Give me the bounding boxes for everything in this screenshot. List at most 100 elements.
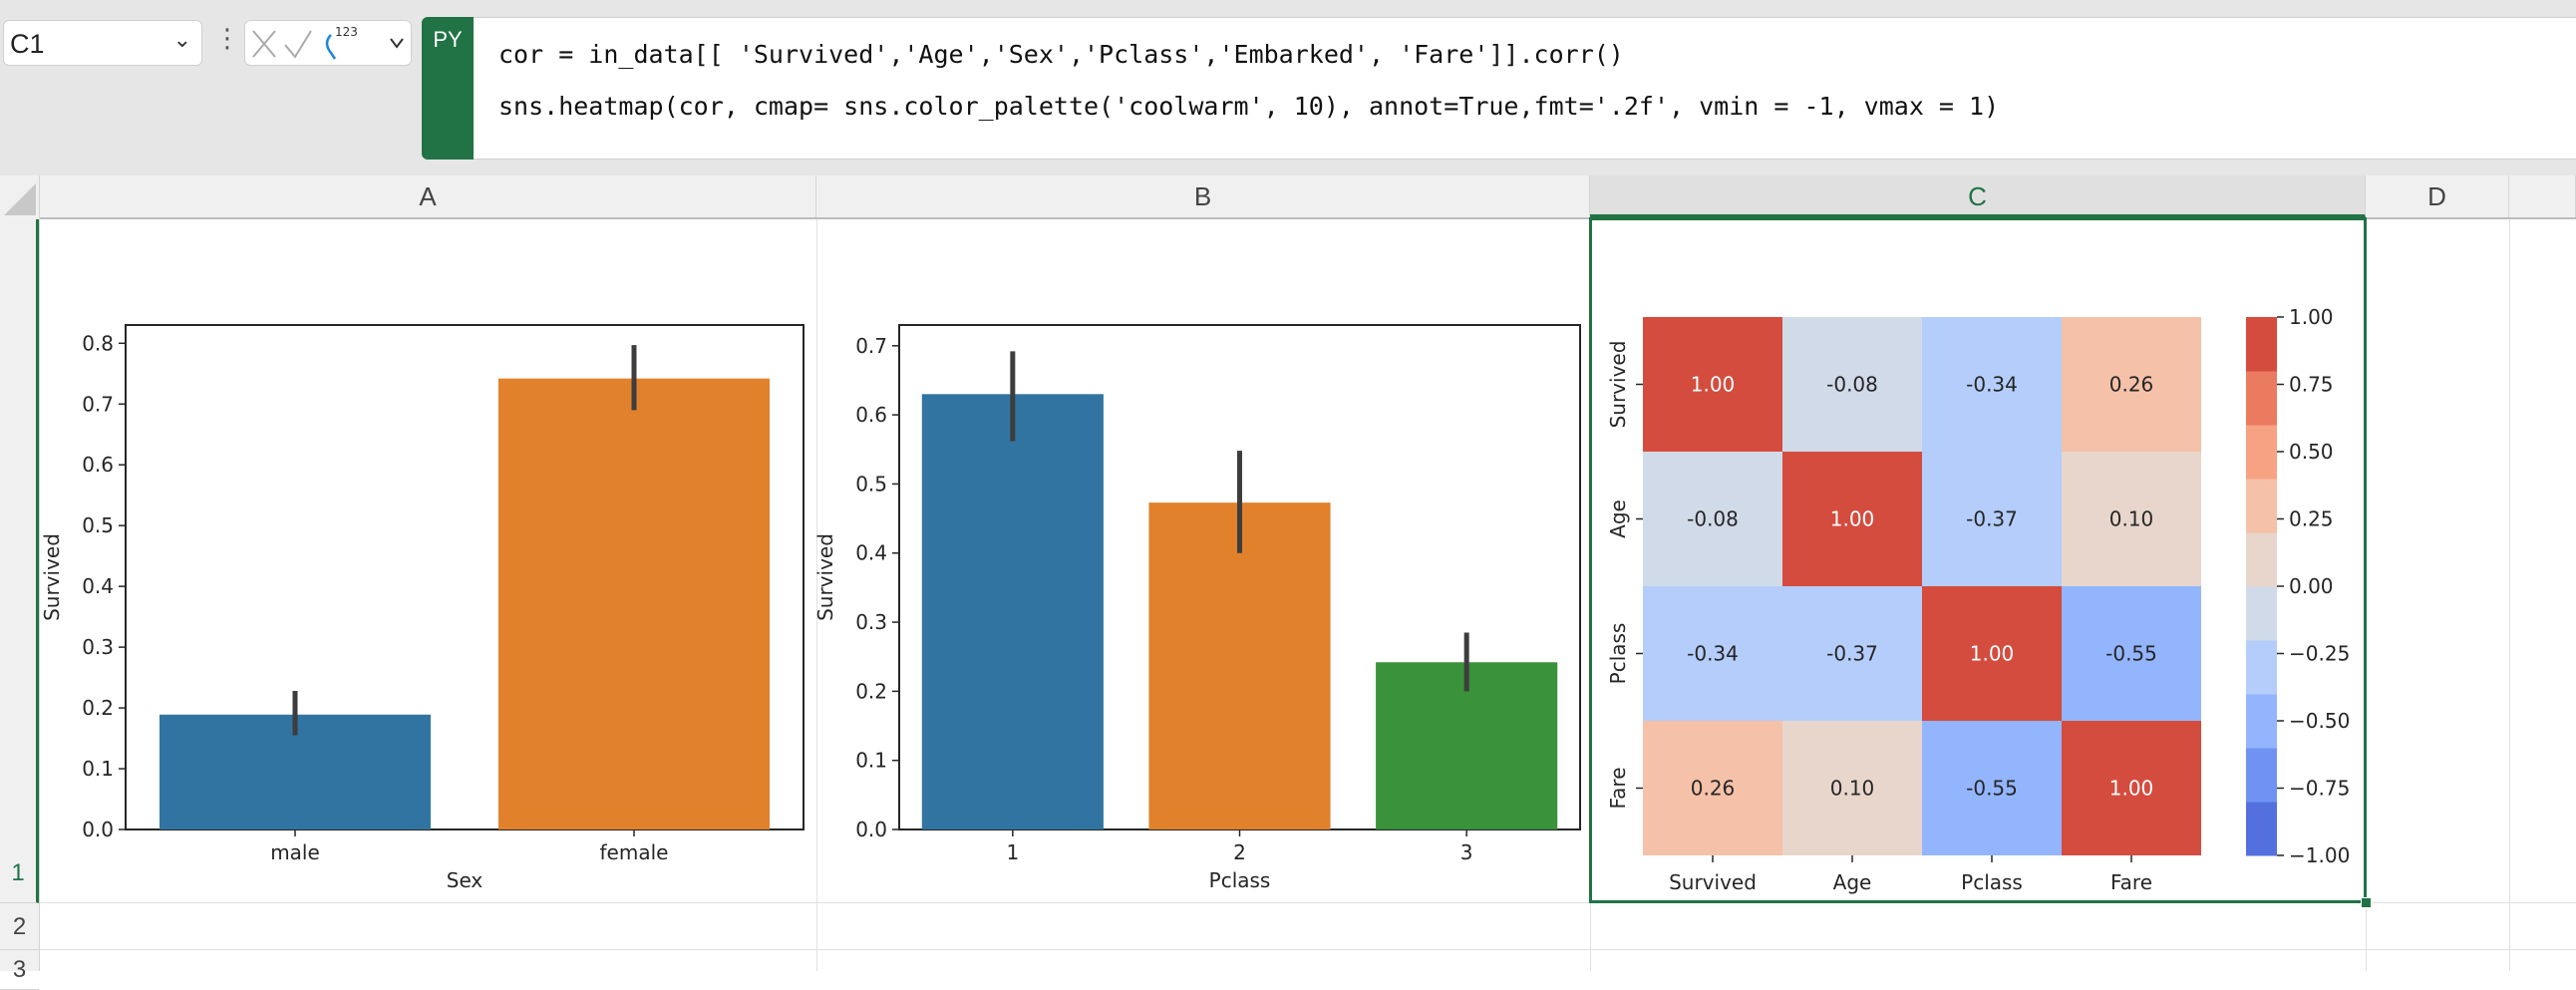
colorbar-segment bbox=[2246, 532, 2277, 587]
colorbar-tick-label: −0.50 bbox=[2289, 709, 2350, 733]
column-header-a[interactable]: A bbox=[40, 175, 816, 217]
cell-annotation: -0.08 bbox=[1687, 507, 1739, 531]
colorbar-segment bbox=[2246, 371, 2277, 426]
colorbar-segment bbox=[2246, 479, 2277, 533]
colorbar-segment bbox=[2246, 640, 2277, 695]
y-tick-label: 0.0 bbox=[82, 818, 114, 841]
y-tick-label: Age bbox=[1606, 499, 1630, 538]
heatmap-cell bbox=[2062, 721, 2201, 855]
colorbar-segment bbox=[2246, 694, 2277, 749]
row-headers: 1 2 3 bbox=[0, 219, 40, 990]
cell-annotation: -0.37 bbox=[1826, 642, 1878, 666]
python-output-icon[interactable]: 123 bbox=[325, 25, 358, 60]
cell-annotation: 1.00 bbox=[1970, 642, 2015, 666]
x-tick-label: Age bbox=[1833, 870, 1872, 894]
bar-1 bbox=[921, 394, 1104, 829]
gridline bbox=[40, 902, 2576, 903]
cell-annotation: 1.00 bbox=[2109, 777, 2154, 801]
heatmap-cell bbox=[2062, 586, 2201, 721]
colorbar-segment bbox=[2246, 317, 2277, 372]
cancel-icon[interactable] bbox=[252, 30, 276, 58]
y-tick-label: 0.6 bbox=[855, 403, 887, 427]
select-all-button[interactable] bbox=[0, 175, 40, 219]
python-badge[interactable]: PY bbox=[422, 17, 474, 160]
row-header-1[interactable]: 1 bbox=[0, 219, 39, 903]
heatmap-cell bbox=[1782, 452, 1922, 586]
colorbar-tick-label: 1.00 bbox=[2289, 305, 2334, 329]
column-header-c[interactable]: C bbox=[1590, 175, 2366, 217]
y-tick-label: 0.8 bbox=[82, 331, 114, 355]
colorbar-segment bbox=[2246, 748, 2277, 803]
heatmap-cell bbox=[1782, 586, 1922, 721]
heatmap-cell bbox=[1643, 452, 1782, 586]
x-axis-label: Pclass bbox=[1209, 868, 1271, 892]
y-tick-label: 0.2 bbox=[855, 679, 887, 703]
cell-annotation: -0.55 bbox=[1966, 777, 2018, 801]
x-tick-label: 1 bbox=[1006, 840, 1019, 864]
y-axis-label: Survived bbox=[813, 533, 837, 621]
x-tick-label: female bbox=[600, 840, 669, 864]
y-tick-label: 0.5 bbox=[855, 472, 887, 495]
y-tick-label: 0.5 bbox=[82, 513, 114, 537]
colorbar-tick-label: 0.00 bbox=[2289, 574, 2334, 598]
x-tick-label: Pclass bbox=[1961, 870, 2023, 894]
heatmap-cell bbox=[1922, 317, 2062, 452]
column-header-b[interactable]: B bbox=[816, 175, 1590, 217]
cell-annotation: 1.00 bbox=[1691, 373, 1736, 397]
code-line: cor = in_data[[ 'Survived','Age','Sex','… bbox=[498, 40, 1624, 69]
colorbar-segment bbox=[2246, 425, 2277, 480]
y-tick-label: 0.4 bbox=[82, 574, 114, 598]
cell-annotation: -0.08 bbox=[1826, 373, 1878, 397]
row-header-2[interactable]: 2 bbox=[0, 903, 39, 950]
y-tick-label: 0.6 bbox=[82, 453, 114, 477]
colorbar-tick-label: 0.25 bbox=[2289, 507, 2334, 531]
name-box[interactable]: C1 ⌄ bbox=[3, 20, 202, 66]
heatmap-cell bbox=[1782, 721, 1922, 855]
column-headers: A B C D bbox=[0, 175, 2576, 219]
x-tick-label: 3 bbox=[1460, 840, 1473, 864]
y-axis-label: Survived bbox=[40, 533, 64, 621]
colorbar-segment bbox=[2246, 802, 2277, 856]
heatmap-cell bbox=[1643, 721, 1782, 855]
y-tick-label: Fare bbox=[1606, 767, 1630, 809]
y-tick-label: 0.3 bbox=[855, 610, 887, 634]
heatmap-cell bbox=[1922, 452, 2062, 586]
more-options-icon[interactable]: ⋮ bbox=[214, 24, 240, 54]
y-tick-label: Survived bbox=[1606, 341, 1630, 429]
y-tick-label: 0.1 bbox=[82, 757, 114, 781]
code-line: sns.heatmap(cor, cmap= sns.color_palette… bbox=[498, 92, 2000, 121]
cell-annotation: 1.00 bbox=[1830, 507, 1875, 531]
heatmap-cell bbox=[1922, 586, 2062, 721]
y-tick-label: Pclass bbox=[1606, 623, 1630, 685]
cell-annotation: -0.55 bbox=[2105, 642, 2157, 666]
gridline bbox=[816, 219, 817, 971]
colorbar-tick-label: 0.75 bbox=[2289, 373, 2334, 397]
y-tick-label: 0.7 bbox=[82, 392, 114, 416]
x-tick-label: Fare bbox=[2110, 870, 2152, 894]
fill-handle[interactable] bbox=[2361, 897, 2372, 908]
cell-annotation: -0.34 bbox=[1687, 642, 1739, 666]
column-header-d[interactable]: D bbox=[2366, 175, 2509, 217]
colorbar-tick-label: −0.75 bbox=[2289, 777, 2350, 801]
selected-cell-c1[interactable] bbox=[1589, 217, 2367, 903]
heatmap-cell bbox=[2062, 452, 2201, 586]
x-axis-label: Sex bbox=[447, 868, 483, 892]
name-box-value: C1 bbox=[10, 29, 45, 59]
y-tick-label: 0.7 bbox=[855, 334, 887, 358]
y-tick-label: 0.3 bbox=[82, 635, 114, 659]
cell-annotation: 0.26 bbox=[1691, 777, 1736, 801]
x-tick-label: 2 bbox=[1233, 840, 1246, 864]
output-icon-label: 123 bbox=[335, 25, 358, 39]
x-tick-label: male bbox=[270, 840, 320, 864]
confirm-icon[interactable] bbox=[284, 30, 312, 59]
chevron-down-icon[interactable] bbox=[390, 38, 404, 49]
chevron-down-icon[interactable]: ⌄ bbox=[172, 27, 191, 52]
colorbar-tick-label: −0.25 bbox=[2289, 642, 2350, 666]
y-tick-label: 0.4 bbox=[855, 541, 887, 565]
cell-annotation: -0.37 bbox=[1966, 507, 2018, 531]
cell-annotation: 0.26 bbox=[2109, 373, 2154, 397]
y-tick-label: 0.0 bbox=[855, 818, 887, 841]
formula-input[interactable]: cor = in_data[[ 'Survived','Age','Sex','… bbox=[474, 17, 2576, 160]
heatmap-cell bbox=[1922, 721, 2062, 855]
